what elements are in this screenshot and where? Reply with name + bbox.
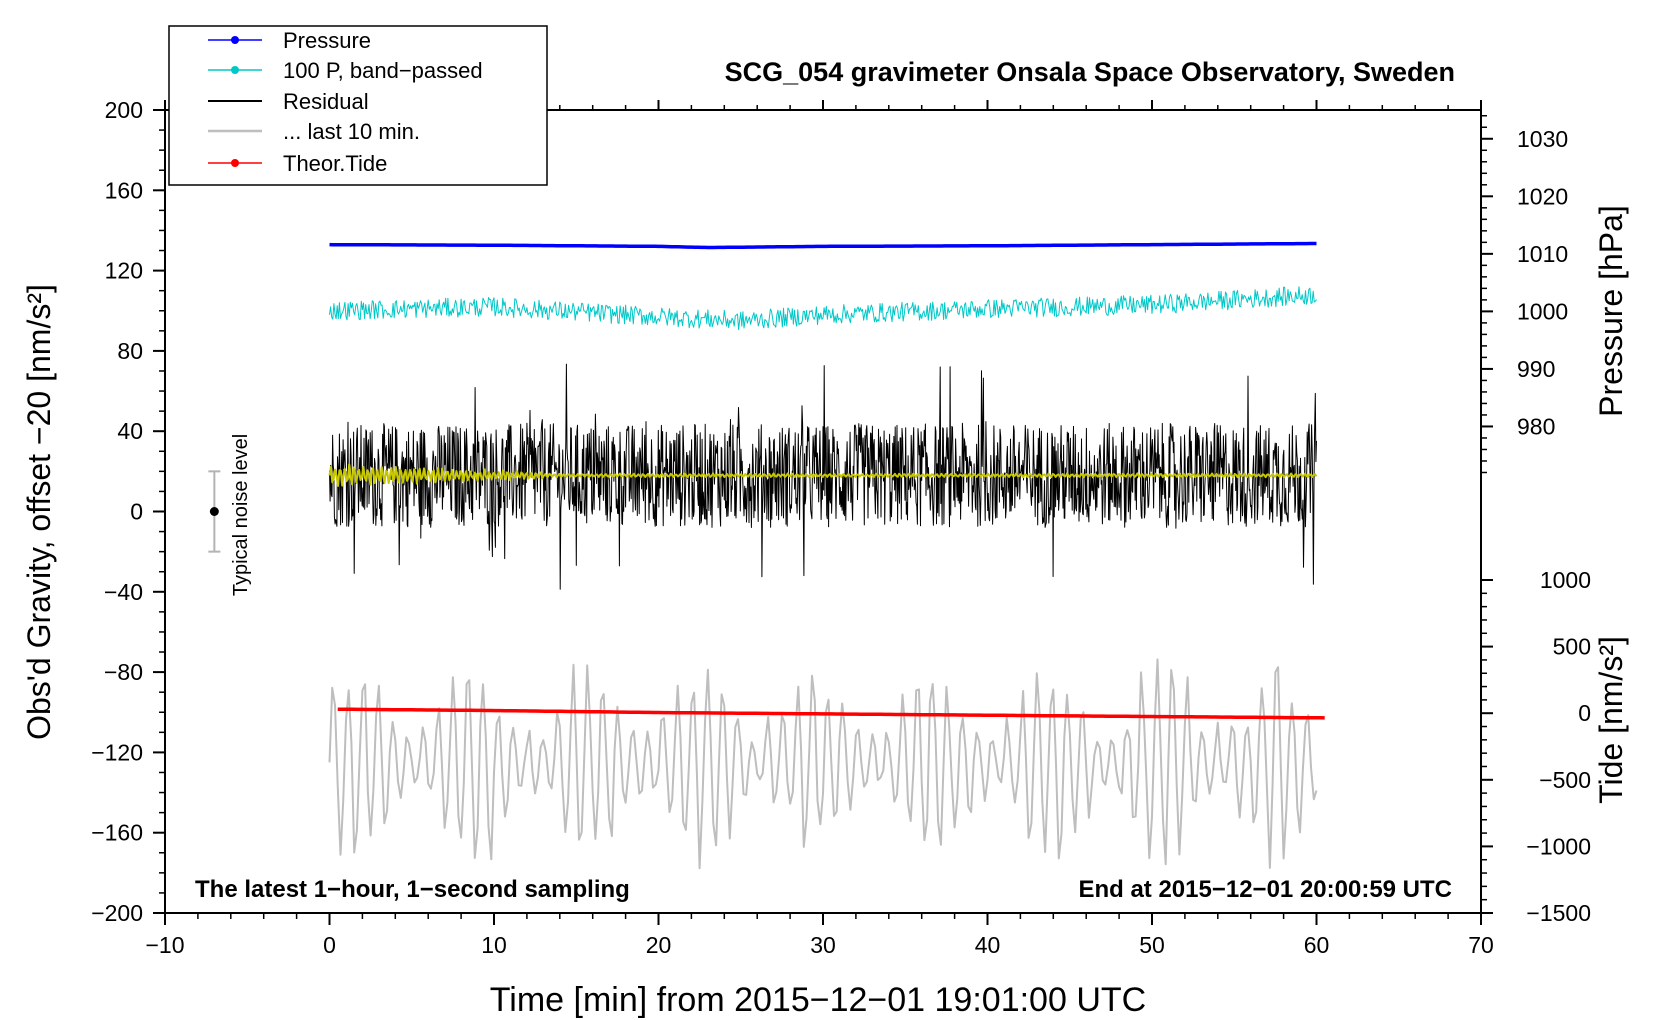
y-axis-pressure-label: Pressure [hPa] xyxy=(1593,205,1629,417)
tide-tick-label: −1500 xyxy=(1526,900,1591,926)
series-layer xyxy=(328,241,1325,870)
series-residual xyxy=(329,363,1317,590)
y-tick-label: −80 xyxy=(104,659,143,685)
legend-item-residual: Residual xyxy=(208,89,369,114)
y-tick-label: 120 xyxy=(105,258,143,284)
y-axis-pressure: 980 990 1000 1010 1020 1030 xyxy=(1481,115,1568,474)
series-theor-tide xyxy=(337,707,1325,720)
pressure-tick-label: 1030 xyxy=(1517,126,1568,152)
y-tick-label: −120 xyxy=(91,739,143,765)
legend-box xyxy=(168,25,548,186)
legend-item-pressure: Pressure xyxy=(208,28,371,53)
noise-level-label: Typical noise level xyxy=(230,434,252,596)
tide-tick-label: −500 xyxy=(1539,767,1591,793)
series--last-10-min- xyxy=(328,658,1318,870)
legend-label-pressure: Pressure xyxy=(283,28,371,53)
legend-item-last-10-min: ... last 10 min. xyxy=(208,119,420,144)
noise-level-dot xyxy=(209,507,219,516)
tide-tick-label: 500 xyxy=(1553,634,1591,660)
y-tick-label: 80 xyxy=(117,338,143,364)
legend-label-band-passed: 100 P, band−passed xyxy=(283,58,483,83)
series-pressure xyxy=(329,241,1317,250)
x-axis: −10 0 10 20 30 40 50 60 70 xyxy=(145,100,1494,958)
y-tick-label: 200 xyxy=(105,97,143,123)
legend-label-residual: Residual xyxy=(283,89,369,114)
y-tick-label: 40 xyxy=(117,418,143,444)
y-axis-tide-label: Tide [nm/s²] xyxy=(1593,636,1629,804)
y-tick-label: −200 xyxy=(91,900,143,926)
x-tick-label: 0 xyxy=(323,932,336,958)
series-100-p-band-passed xyxy=(329,286,1317,331)
chart-title: SCG_054 gravimeter Onsala Space Observat… xyxy=(725,57,1455,87)
x-tick-label: 40 xyxy=(975,932,1001,958)
pressure-tick-label: 990 xyxy=(1517,356,1555,382)
pressure-tick-label: 980 xyxy=(1517,413,1555,439)
y-tick-label: −160 xyxy=(91,820,143,846)
pressure-tick-label: 1020 xyxy=(1517,183,1568,209)
legend: Pressure 100 P, band−passed Residual ...… xyxy=(168,25,548,186)
legend-label-last-10-min: ... last 10 min. xyxy=(283,119,420,144)
x-tick-label: 70 xyxy=(1468,932,1494,958)
x-tick-label: 10 xyxy=(481,932,507,958)
y-axis-left: −200 −160 −120 −80 −40 0 40 80 120 160 200 xyxy=(91,97,165,926)
x-axis-label: Time [min] from 2015−12−01 19:01:00 UTC xyxy=(490,981,1146,1019)
x-tick-label: −10 xyxy=(145,932,184,958)
legend-label-theor-tide: Theor.Tide xyxy=(283,151,387,176)
tide-tick-label: 0 xyxy=(1578,700,1591,726)
y-tick-label: −40 xyxy=(104,579,143,605)
x-tick-label: 20 xyxy=(646,932,672,958)
noise-level-indicator: Typical noise level xyxy=(208,434,252,596)
x-tick-label: 50 xyxy=(1139,932,1165,958)
y-axis-tide: −1500 −1000 −500 0 500 1000 xyxy=(1481,567,1591,926)
annotation-bottom-left: The latest 1−hour, 1−second sampling xyxy=(195,876,630,903)
y-axis-left-label: Obs'd Gravity, offset −20 [nm/s²] xyxy=(21,284,57,740)
legend-item-band-passed: 100 P, band−passed xyxy=(208,58,483,83)
tide-tick-label: −1000 xyxy=(1526,833,1591,859)
y-tick-label: 160 xyxy=(105,177,143,203)
x-tick-label: 60 xyxy=(1304,932,1330,958)
annotation-bottom-right: End at 2015−12−01 20:00:59 UTC xyxy=(1078,876,1452,903)
legend-item-theor-tide: Theor.Tide xyxy=(208,151,387,176)
y-tick-label: 0 xyxy=(130,499,143,525)
pressure-tick-label: 1000 xyxy=(1517,298,1568,324)
series-residual-smoothed- xyxy=(328,463,1318,487)
x-tick-label: 30 xyxy=(810,932,836,958)
pressure-tick-label: 1010 xyxy=(1517,241,1568,267)
tide-tick-label: 1000 xyxy=(1540,567,1591,593)
